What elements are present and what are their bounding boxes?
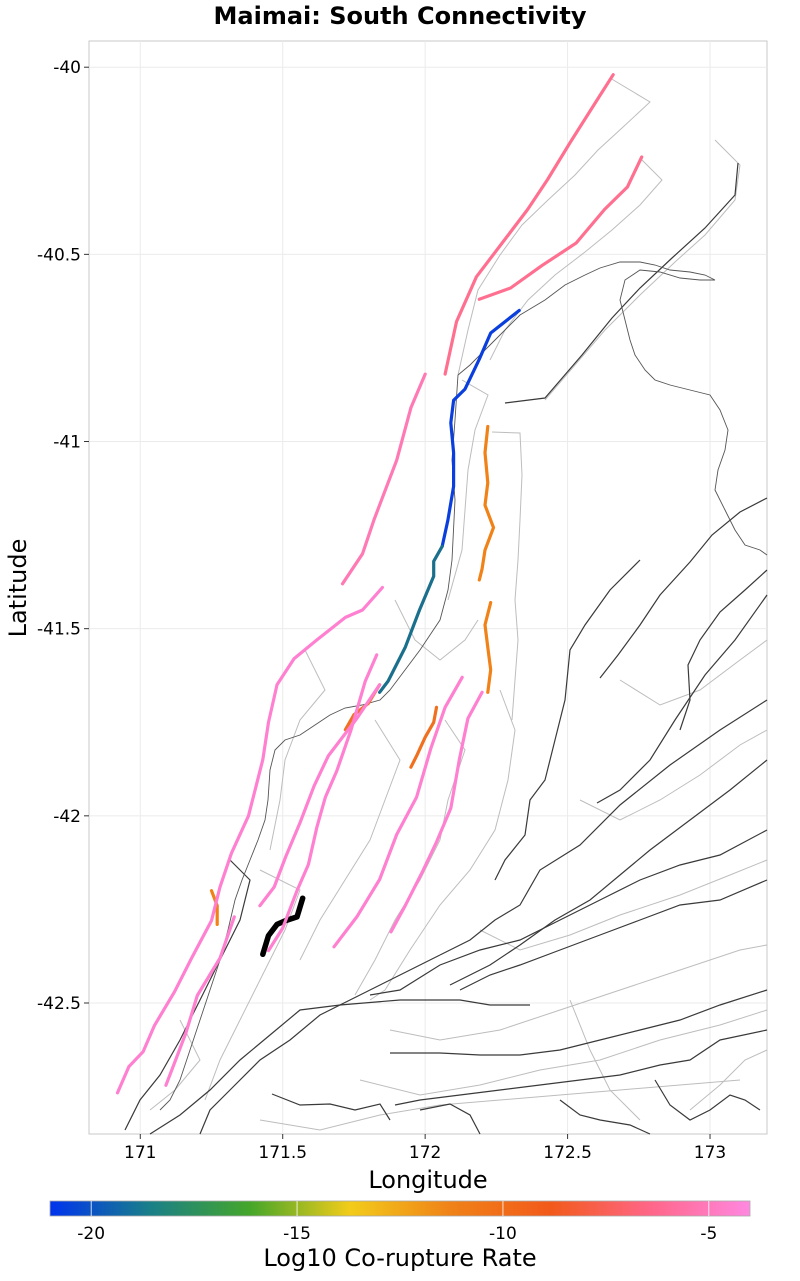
x-axis: 171 171.5 172 172.5 173	[124, 1134, 726, 1163]
y-tick-label: -40	[53, 58, 81, 78]
fault-orange-east	[477, 424, 496, 582]
fault-trace	[679, 569, 768, 731]
fault-outline	[569, 999, 641, 1121]
fault-trace	[271, 1093, 391, 1121]
dark-fault-traces	[124, 162, 768, 1135]
fault-orange-east-2	[483, 600, 493, 694]
fault-outline	[204, 869, 301, 1101]
fault-outline	[491, 431, 523, 721]
fault-outline	[479, 859, 768, 951]
colorbar-tick-label: -20	[77, 1224, 105, 1244]
fault-outline	[149, 1019, 201, 1111]
fault-outline	[619, 639, 768, 706]
fault-outline	[259, 1079, 741, 1131]
fault-pink-coast-south	[164, 915, 236, 1087]
fault-outline	[489, 157, 663, 361]
fault-pink-coast	[340, 372, 427, 586]
fault-outline	[447, 379, 489, 601]
fault-trace	[596, 594, 768, 804]
fault-trace	[459, 879, 768, 991]
fault-outline	[299, 719, 401, 961]
fault-pink-north-2	[477, 155, 644, 301]
fault-trace	[439, 699, 768, 956]
fault-blue-north	[440, 308, 521, 548]
fault-trace	[419, 1103, 481, 1135]
fault-pink-east-south	[332, 675, 464, 949]
x-tick-label: 171.5	[258, 1143, 307, 1163]
y-axis: -40 -40.5 -41 -41.5 -42 -42.5	[37, 58, 89, 1014]
fault-trace	[149, 999, 530, 1135]
chart-title: Maimai: South Connectivity	[213, 2, 587, 30]
y-tick-label: -42	[53, 807, 81, 827]
fault-pink-north	[443, 73, 615, 376]
fault-orange-mid	[409, 705, 439, 769]
coastline-path	[457, 261, 768, 556]
fault-outline	[579, 729, 768, 821]
colorbar-tick-label: -5	[700, 1224, 717, 1244]
fault-outline	[689, 1049, 768, 1111]
x-axis-title: Longitude	[368, 1166, 487, 1194]
y-tick-label: -40.5	[37, 245, 81, 265]
y-axis-title: Latitude	[4, 539, 32, 638]
coastline-path	[159, 374, 459, 1111]
colorbar-label: Log10 Co-rupture Rate	[263, 1244, 536, 1272]
fault-trace	[390, 989, 768, 1056]
coastline	[159, 261, 768, 1111]
grid-lines	[89, 41, 767, 1134]
fault-trace	[449, 759, 768, 986]
y-tick-label: -41.5	[37, 620, 81, 640]
fault-pink-alpine	[115, 585, 384, 1095]
fault-teal-mid	[378, 544, 444, 694]
fault-orange-south	[209, 889, 219, 926]
fault-trace	[599, 497, 768, 679]
fault-trace	[504, 162, 739, 404]
fault-outline	[269, 649, 326, 851]
colorbar-tick-label: -10	[489, 1224, 517, 1244]
fault-trace	[654, 1079, 761, 1121]
fault-outline	[544, 139, 741, 401]
fault-outline	[389, 944, 768, 1041]
fault-trace	[494, 559, 641, 881]
x-tick-label: 171	[124, 1143, 156, 1163]
fault-pink-ridge	[266, 653, 379, 953]
fault-trace	[199, 954, 441, 1135]
fault-trace	[369, 829, 768, 996]
fault-trace	[394, 1029, 768, 1106]
fault-outline	[354, 719, 466, 996]
x-tick-label: 173	[694, 1143, 726, 1163]
colorbar	[49, 1200, 751, 1217]
fault-outline	[369, 689, 516, 1001]
fault-pink-east-south-2	[389, 690, 484, 934]
y-tick-label: -42.5	[37, 994, 81, 1014]
colorbar-tick-label: -15	[283, 1224, 311, 1244]
fault-outline	[359, 1009, 768, 1096]
x-tick-label: 172	[409, 1143, 441, 1163]
x-tick-label: 172.5	[543, 1143, 592, 1163]
fault-trace	[124, 859, 251, 1131]
fault-outline	[394, 599, 479, 661]
highlighted-faults	[115, 73, 644, 1095]
y-tick-label: -41	[53, 433, 81, 453]
fault-target	[260, 895, 306, 958]
background-fault-network	[149, 77, 768, 1131]
fault-outline	[457, 77, 651, 376]
colorbar-ticks: -20 -15 -10 -5	[77, 1201, 717, 1244]
fault-trace	[559, 1099, 651, 1135]
